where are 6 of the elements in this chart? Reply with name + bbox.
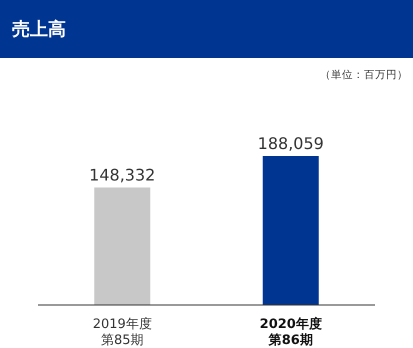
chart-title: 売上高 xyxy=(12,19,66,40)
x-tick-label: 2019年度第85期 xyxy=(92,316,152,348)
text: （単位：百万円） xyxy=(320,69,408,81)
x-tick-label: 2020年度第86期 xyxy=(260,316,322,348)
data-label: 188,059 xyxy=(258,134,324,153)
data-label: 148,332 xyxy=(89,165,156,184)
